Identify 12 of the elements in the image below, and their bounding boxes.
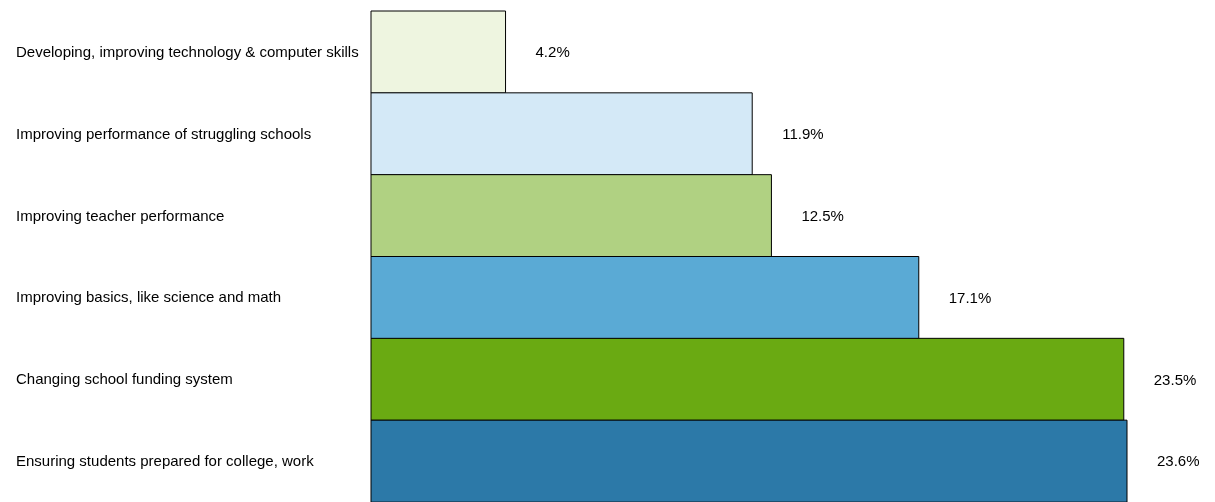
data-label: 12.5% <box>801 206 844 224</box>
y-tick-label: Improving performance of struggling schools <box>16 124 312 142</box>
data-label: 17.1% <box>948 288 992 306</box>
y-tick-label: Ensuring students prepared for college, work <box>16 452 315 470</box>
y-tick-label: Changing school funding system <box>16 370 233 388</box>
data-label: 4.2% <box>535 43 570 61</box>
y-tick-label: Developing, improving technology & computer skills <box>16 42 359 60</box>
y-tick-label: Improving teacher performance <box>16 206 225 224</box>
y-tick-label: Improving basics, like science and math <box>16 288 282 306</box>
data-label: 23.6% <box>1157 452 1200 470</box>
data-label: 23.5% <box>1153 370 1197 388</box>
data-label: 11.9% <box>782 125 824 143</box>
